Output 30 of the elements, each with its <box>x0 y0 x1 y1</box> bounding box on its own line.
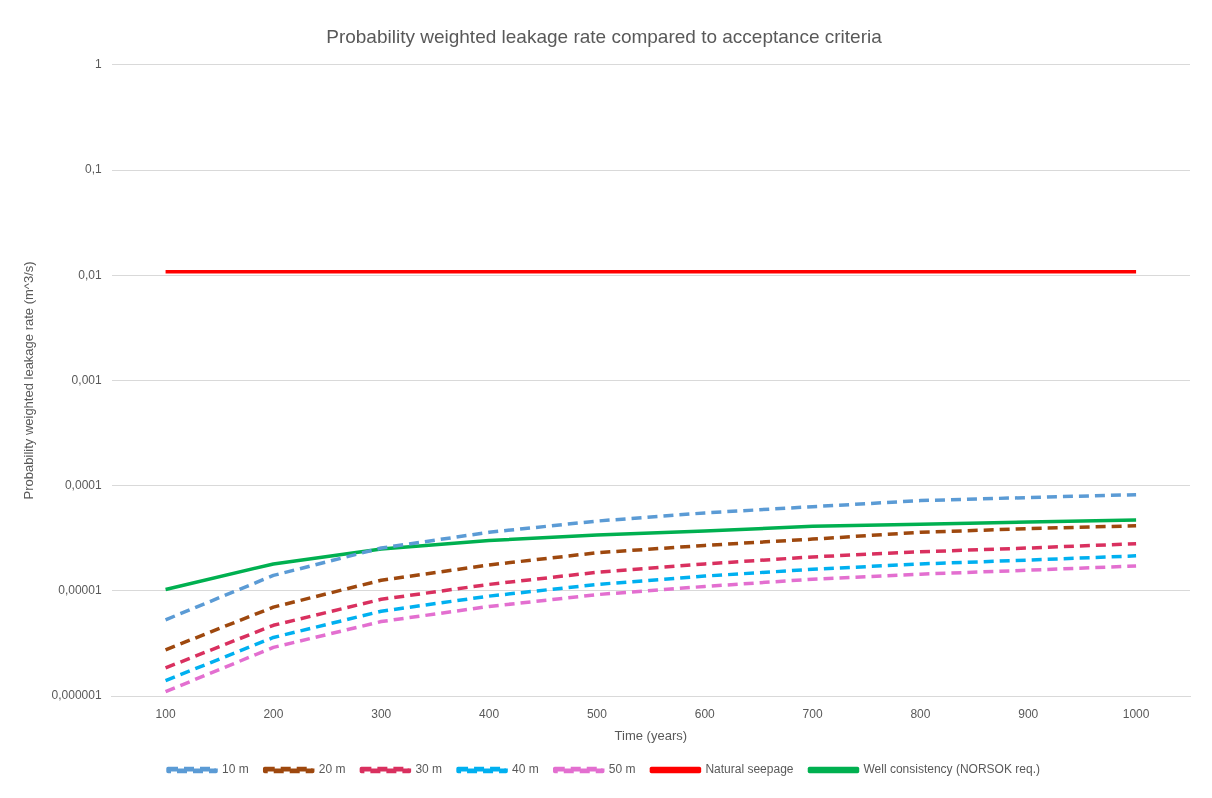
y-tick-label: 0,01 <box>78 267 102 282</box>
legend-label: 50 m <box>608 762 636 777</box>
x-tick-label: 900 <box>1018 706 1039 721</box>
legend-label: 30 m <box>415 762 443 777</box>
line-series <box>163 492 1138 622</box>
y-tick-label: 1 <box>94 57 102 72</box>
x-tick-label: 700 <box>802 706 823 721</box>
y-tick-label: 0,001 <box>71 372 102 387</box>
x-tick-label: 300 <box>371 706 392 721</box>
legend-label: 40 m <box>512 762 539 777</box>
y-tick-label: 0,0001 <box>64 477 102 492</box>
legend-label: 10 m <box>222 762 249 777</box>
y-axis-title: Probability weighted leakage rate (m^3/s) <box>21 261 37 500</box>
x-tick-label: 600 <box>694 706 716 721</box>
legend-label: 20 m <box>318 762 346 777</box>
legend-label: Well consistency (NORSOK req.) <box>863 762 1040 777</box>
x-tick-label: 200 <box>263 706 284 721</box>
x-tick-label: 800 <box>910 706 931 721</box>
x-tick-label: 400 <box>479 706 500 721</box>
chart-title: Probability weighted leakage rate compared to acceptance criteria <box>326 25 883 47</box>
x-tick-label: 100 <box>155 706 176 721</box>
x-tick-label: 1000 <box>1122 706 1150 721</box>
line-series <box>163 542 1138 670</box>
y-tick-label: 0,1 <box>84 162 102 177</box>
y-tick-label: 0,00001 <box>58 583 102 598</box>
y-tick-label: 0,000001 <box>51 688 102 703</box>
x-axis-title: Time (years) <box>614 727 688 743</box>
legend-label: Natural seepage <box>705 762 794 777</box>
x-tick-label: 500 <box>586 706 608 721</box>
line-series <box>163 524 1138 652</box>
